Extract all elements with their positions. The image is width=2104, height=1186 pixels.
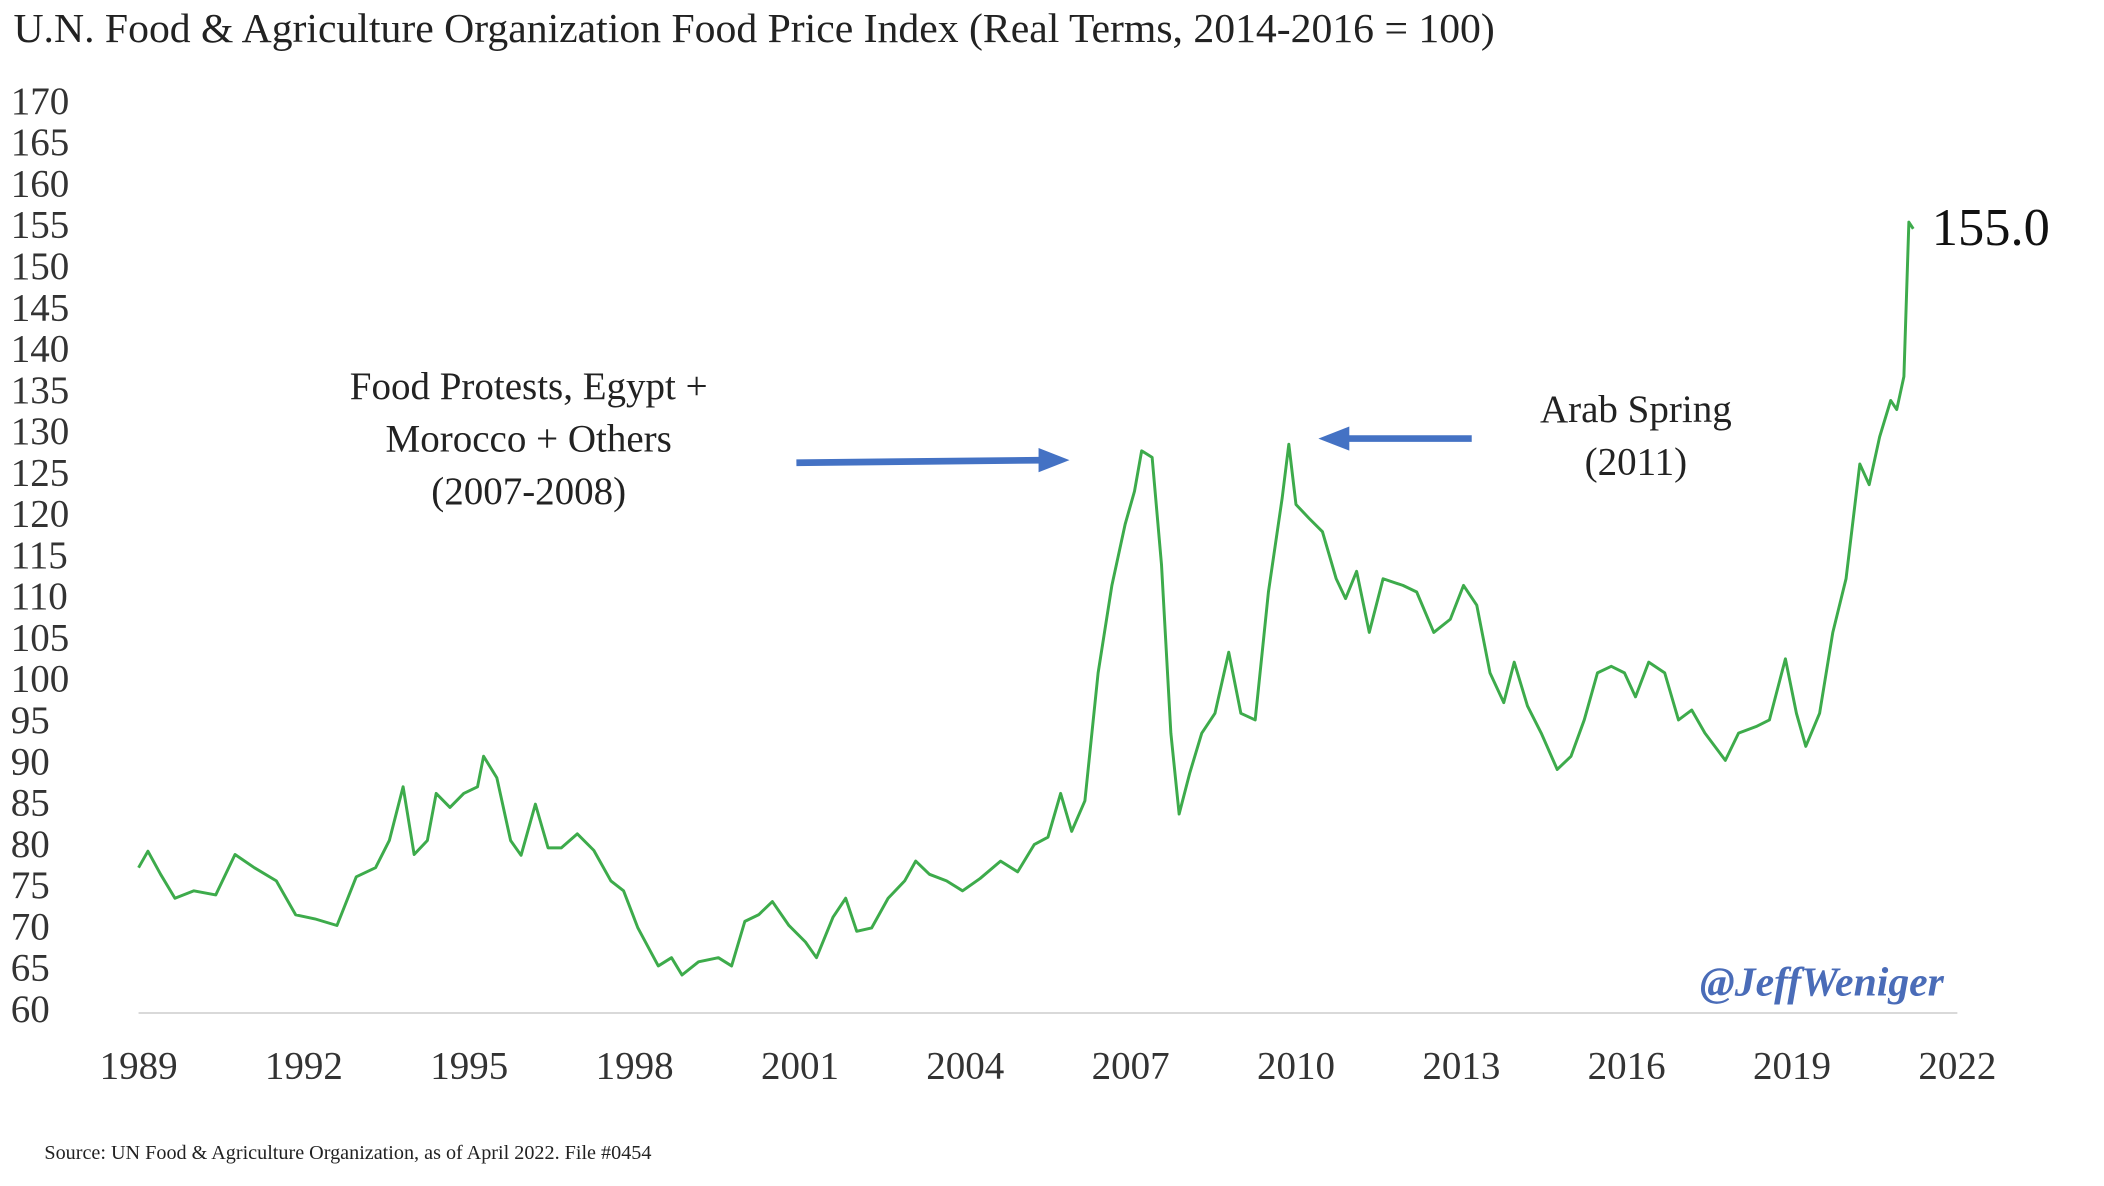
x-tick-label: 2022	[1918, 1044, 1996, 1087]
y-tick-label: 120	[11, 493, 70, 536]
x-tick-label: 2007	[1092, 1044, 1170, 1087]
y-tick-label: 140	[11, 328, 70, 371]
y-tick-label: 115	[11, 534, 68, 577]
annotation: Food Protests, Egypt +	[350, 365, 708, 408]
y-tick-label: 150	[11, 245, 70, 288]
arrow	[796, 456, 1050, 467]
x-tick-label: 2010	[1257, 1044, 1335, 1087]
x-tick-label: 2013	[1422, 1044, 1500, 1087]
annotation: (2011)	[1585, 440, 1688, 483]
arrowhead	[1318, 426, 1350, 451]
arrowhead	[1038, 447, 1070, 473]
y-tick-label: 65	[11, 947, 50, 990]
y-tick-label: 85	[11, 782, 50, 825]
y-tick-label: 155	[11, 204, 70, 247]
annotation: Arab Spring	[1540, 388, 1732, 431]
y-tick-label: 135	[11, 369, 70, 412]
y-tick-label: 105	[11, 616, 70, 659]
y-tick-label: 80	[11, 823, 50, 866]
y-tick-label: 95	[11, 699, 50, 742]
y-tick-label: 70	[11, 905, 50, 948]
x-tick-label: 2004	[926, 1044, 1004, 1087]
x-tick-label: 2019	[1753, 1044, 1831, 1087]
x-tick-label: 1989	[100, 1044, 178, 1087]
x-tick-label: 1998	[596, 1044, 674, 1087]
x-tick-label: 1995	[430, 1044, 508, 1087]
source: Source: UN Food & Agriculture Organizati…	[44, 1142, 651, 1164]
y-tick-label: 145	[11, 286, 70, 329]
x-tick-label: 1992	[265, 1044, 343, 1087]
y-tick-label: 130	[11, 410, 70, 453]
y-tick-label: 170	[11, 80, 70, 123]
annotation: 155.0	[1932, 199, 2050, 257]
y-tick-label: 160	[11, 162, 70, 205]
data-line	[137, 220, 1915, 977]
y-tick-label: 75	[11, 864, 50, 907]
y-tick-label: 60	[11, 988, 50, 1031]
annotation: Morocco + Others	[386, 418, 672, 461]
y-tick-label: 125	[11, 451, 70, 494]
x-tick-label: 2001	[761, 1044, 839, 1087]
y-tick-label: 90	[11, 740, 50, 783]
y-tick-label: 110	[11, 575, 68, 618]
y-tick-label: 165	[11, 121, 70, 164]
chart-title: U.N. Food & Agriculture Organization Foo…	[13, 6, 1494, 52]
watermark: @JeffWeniger	[1700, 960, 1945, 1006]
annotation: (2007-2008)	[431, 470, 626, 513]
y-tick-label: 100	[11, 658, 70, 701]
x-tick-label: 2016	[1588, 1044, 1666, 1087]
